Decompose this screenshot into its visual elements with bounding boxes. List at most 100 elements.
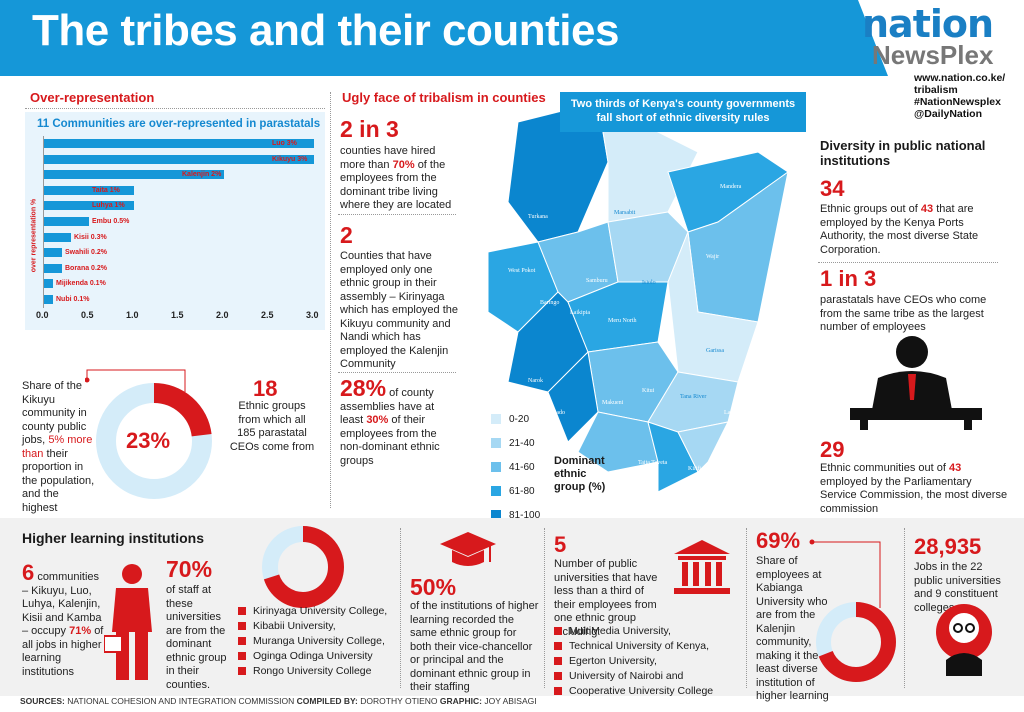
higher-c5-number: 69% [756,528,801,553]
ugly-heading: Ugly face of tribalism in counties [342,90,546,105]
footer-graphic: JOY ABISAGI [484,696,537,706]
ugly-stat3-number: 28% [340,375,387,401]
divider [330,92,331,508]
x-tick-label: 0.0 [36,310,49,320]
list-item: Technical University of Kenya, [554,639,713,654]
bar-luhya [44,201,134,211]
list-item: MultiMedia University, [554,624,713,639]
list-item: Oginga Odinga University [238,649,387,664]
list-item: Egerton University, [554,654,713,669]
higher-c2-donut [262,526,344,608]
credit-lines: www.nation.co.ke/ tribalism #NationNewsp… [914,72,1005,120]
ugly-stat2-number: 2 [340,222,353,248]
legend-label: 61-80 [509,486,535,497]
footer-compiled: DOROTHY OTIENO [360,696,438,706]
diversity-stat1-text: Ethnic groups out of 43 that are employe… [820,203,1000,257]
divider [544,528,545,688]
credit-hashtag[interactable]: #NationNewsplex [914,96,1001,108]
list-item: University of Nairobi and [554,669,713,684]
legend-swatch [491,438,501,449]
map-label-lamu: Lamu [724,410,738,416]
map-label-kwale: Kwale [672,490,688,496]
legend-item-81-100: 81-100 [491,510,540,521]
map-legend: 0-20 21-40 41-60 61-80 81-100 [491,414,540,534]
legend-item-0-20: 0-20 [491,414,540,425]
legend-swatch [491,486,501,497]
bar-data-label: Mijikenda 0.1% [56,280,106,288]
map-label-mandera: Mandera [720,184,742,190]
legend-label: 21-40 [509,438,535,449]
bar-data-label: Kalenjin 2% [182,171,222,179]
bar-embu [44,217,89,226]
bar-kikuyu [44,154,314,164]
map-label-kajiado: Kajiado [546,410,565,416]
x-tick-label: 2.0 [216,310,229,320]
bar-borana [44,263,62,273]
kikuyu-share-text: Share of the Kikuyu community in county … [22,380,97,515]
list-item: Kirinyaga University College, [238,604,387,619]
map-label-kilifi: Kilifi [688,465,701,472]
bar-chart-y-label: over representation % [30,198,38,273]
list-item: Cooperative University College [554,684,713,699]
legend-swatch [491,510,501,521]
higher-c1-number: 6 [22,560,35,585]
ceo-silhouette-icon [850,336,982,430]
ugly-stat3-pre: of county assemblies have at least [340,387,435,426]
map-label-kitui: Kitui [642,388,655,394]
bar-data-label: Swahili 0.2% [65,249,108,257]
credit-handle[interactable]: @DailyNation [914,108,982,120]
bar-data-label: Luo 3% [272,140,297,147]
x-tick-label: 2.5 [261,310,274,320]
ugly-stat1-pre: counties have hired more than [340,145,436,171]
list-item: Kibabii University, [238,619,387,634]
higher-c3-text: of the institutions of higher learning r… [410,600,539,693]
higher-c1-text: 6 communities – Kikuyu, Luo, Luhya, Kale… [22,562,104,679]
kikuyu-share-pre: Share of the Kikuyu community in county … [22,380,87,446]
kikuyu-share-post: their proportion in the population, and … [22,447,95,514]
footer-graphic-label: GRAPHIC: [439,696,482,706]
ugly-stat2-text: Counties that have employed only one eth… [340,250,459,370]
logo-newsplex-text: NewsPlex [872,40,994,70]
divider [746,528,747,688]
x-tick-label: 1.0 [126,310,139,320]
bar-data-label: Kisii 0.3% [74,233,107,241]
map-label-turkana: Turkana [528,214,548,220]
legend-label: 41-60 [509,462,535,473]
diversity-stat1-number: 34 [820,176,845,201]
header-banner [0,0,1024,76]
map-label-isiolo: Isiolo [642,280,656,286]
graduation-cap-icon [440,532,496,566]
map-label-meru-north: Meru North [608,318,637,324]
list-item: Rongo University College [238,664,387,679]
map-label-garissa: Garissa [706,348,724,354]
ugly-stat3-post: of their employees from the non-dominant… [340,414,440,467]
divider [338,372,456,373]
diversity-stat3-text: Ethnic communities out of 43 employed by… [820,462,1010,516]
legend-item-41-60: 41-60 [491,462,540,473]
higher-heading: Higher learning institutions [22,530,205,546]
footer-sources-label: SOURCES: [20,696,65,706]
professor-portrait-icon [936,604,992,676]
bar-data-label: Kikuyu 3% [272,155,308,163]
higher-c2-list: Kirinyaga University College, Kibabii Un… [238,604,387,679]
ugly-stat3-text: 28% of county assemblies have at least 3… [340,377,458,468]
kikuyu-share-highlight: 5% more than [22,434,93,460]
bar-x-axis: 0.0 0.5 1.0 1.5 2.0 2.5 3.0 [36,310,319,324]
bar-data-label: Taita 1% [92,186,120,194]
x-tick-label: 1.5 [171,310,184,320]
higher-c6-text: Jobs in the 22 public universities and 9… [914,561,1001,614]
credit-url[interactable]: www.nation.co.ke/ [914,72,1006,84]
map-label-west-pokot: West Pokot [508,268,536,274]
legend-label: 81-100 [509,510,541,521]
map-label-taita-taveta: Taita Taveta [638,460,668,466]
ugly-stat3-highlight: 30% [366,414,389,426]
bar-plot-area: Luo 3% Kikuyu 3% Kalenjin 2% Taita 1% Luhya … [43,136,314,308]
map-label-samburu: Samburu [586,278,608,284]
higher-c4-list: MultiMedia University, Technical Univers… [554,624,713,699]
worker-figure-icon [104,564,152,680]
map-label-wajir: Wajir [706,254,719,260]
diversity-stat3-highlight: 43 [949,462,962,474]
ugly-stat1-post: of the employees from the dominant tribe… [340,158,452,212]
bar-kalenjin [44,170,224,180]
page-title: The tribes and their counties [32,6,619,55]
